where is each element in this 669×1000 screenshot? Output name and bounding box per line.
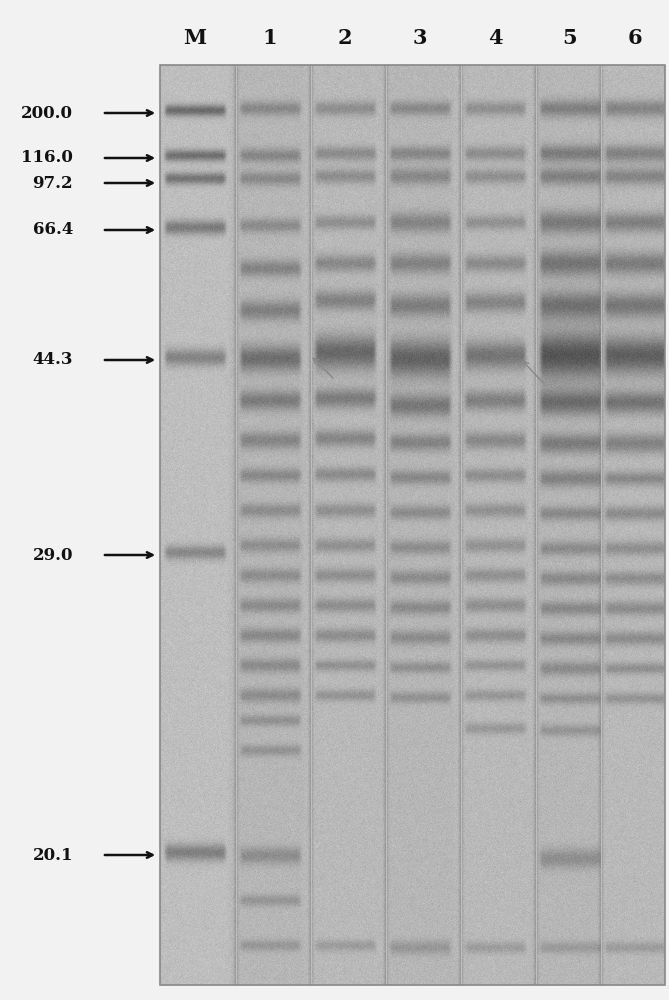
Text: 4: 4: [488, 28, 502, 48]
Text: 116.0: 116.0: [21, 149, 73, 166]
Text: 1: 1: [263, 28, 278, 48]
Text: 3: 3: [413, 28, 427, 48]
Text: 66.4: 66.4: [33, 222, 73, 238]
Text: 20.1: 20.1: [33, 846, 73, 863]
Text: 29.0: 29.0: [33, 546, 73, 564]
Text: M: M: [183, 28, 207, 48]
Bar: [160, 65, 665, 985]
Text: 44.3: 44.3: [33, 352, 73, 368]
Text: 5: 5: [563, 28, 577, 48]
Text: 2: 2: [338, 28, 353, 48]
Text: 6: 6: [628, 28, 642, 48]
Text: 200.0: 200.0: [21, 104, 73, 121]
Text: 97.2: 97.2: [32, 174, 73, 192]
